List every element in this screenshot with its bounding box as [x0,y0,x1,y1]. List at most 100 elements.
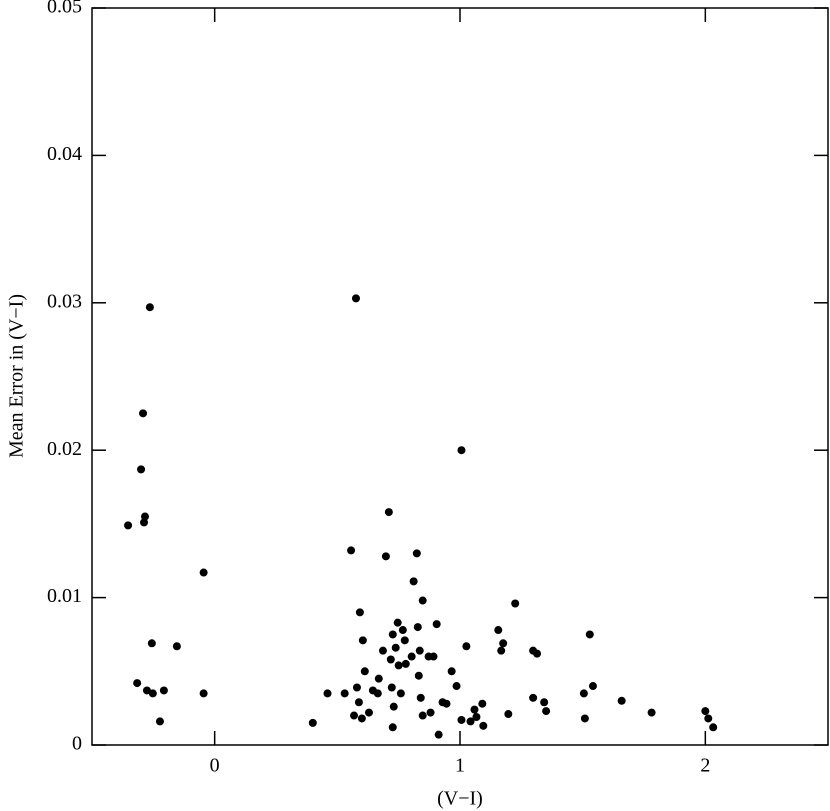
point [401,659,410,668]
point [388,630,397,639]
point [418,596,427,605]
point [384,508,393,517]
point [364,708,373,717]
point [409,577,418,586]
point [704,714,713,723]
x-tick-label: 2 [700,755,710,777]
point [147,639,156,648]
point [588,682,597,691]
point [350,711,359,720]
point [479,721,488,730]
y-tick-label: 0.01 [47,585,82,607]
point [352,683,361,692]
point [351,294,360,303]
point [140,518,149,527]
point [354,698,363,707]
point [412,549,421,558]
point [585,630,594,639]
point [159,686,168,695]
point [155,717,164,726]
point [709,723,718,732]
x-axis-label: (V−I) [437,788,483,810]
point [391,643,400,652]
point [387,683,396,692]
point [617,696,626,705]
point [466,717,475,726]
point [580,714,589,723]
point [415,646,424,655]
point [199,568,208,577]
point [504,710,513,719]
point [701,707,710,716]
point [357,714,366,723]
point [457,715,466,724]
point [478,699,487,708]
point [418,711,427,720]
point [407,652,416,661]
point [323,689,332,698]
point [457,446,466,455]
point [416,693,425,702]
x-tick-label: 1 [455,755,465,777]
point [137,465,146,474]
plot-frame [91,7,829,746]
point [542,707,551,716]
point [398,626,407,635]
point [388,723,397,732]
point [381,552,390,561]
point [386,655,395,664]
point [360,667,369,676]
point [579,689,588,698]
point [426,708,435,717]
point [499,639,508,648]
point [373,689,382,698]
point [497,646,506,655]
point [540,698,549,707]
point [414,671,423,680]
point [432,620,441,629]
point [396,689,405,698]
x-tick-label: 0 [210,755,220,777]
point [347,546,356,555]
point [462,642,471,651]
y-tick-label: 0.04 [47,143,82,165]
point [139,409,148,418]
point [494,626,503,635]
point [393,618,402,627]
point [394,661,403,670]
point [434,730,443,739]
point [400,636,409,645]
point [199,689,208,698]
y-axis-label: Mean Error in (V−I) [6,294,28,458]
point [172,642,181,651]
point [389,702,398,711]
point [124,521,133,530]
point [470,705,479,714]
point [133,679,142,688]
y-tick-label: 0.05 [47,0,82,18]
point [340,689,349,698]
point [148,689,157,698]
point [429,652,438,661]
point [442,699,451,708]
point [413,623,422,632]
point [358,636,367,645]
point [529,693,538,702]
y-tick-label: 0 [72,733,82,755]
point [472,712,481,721]
point [452,682,461,691]
point [511,599,520,608]
y-tick-label: 0.02 [47,438,82,460]
point [378,646,387,655]
point [447,667,456,676]
point [308,718,317,727]
point [374,674,383,683]
point [647,708,656,717]
point [142,686,151,695]
point [355,608,364,617]
y-tick-label: 0.03 [47,290,82,312]
point [145,303,154,312]
point [140,512,149,521]
point [533,649,542,658]
